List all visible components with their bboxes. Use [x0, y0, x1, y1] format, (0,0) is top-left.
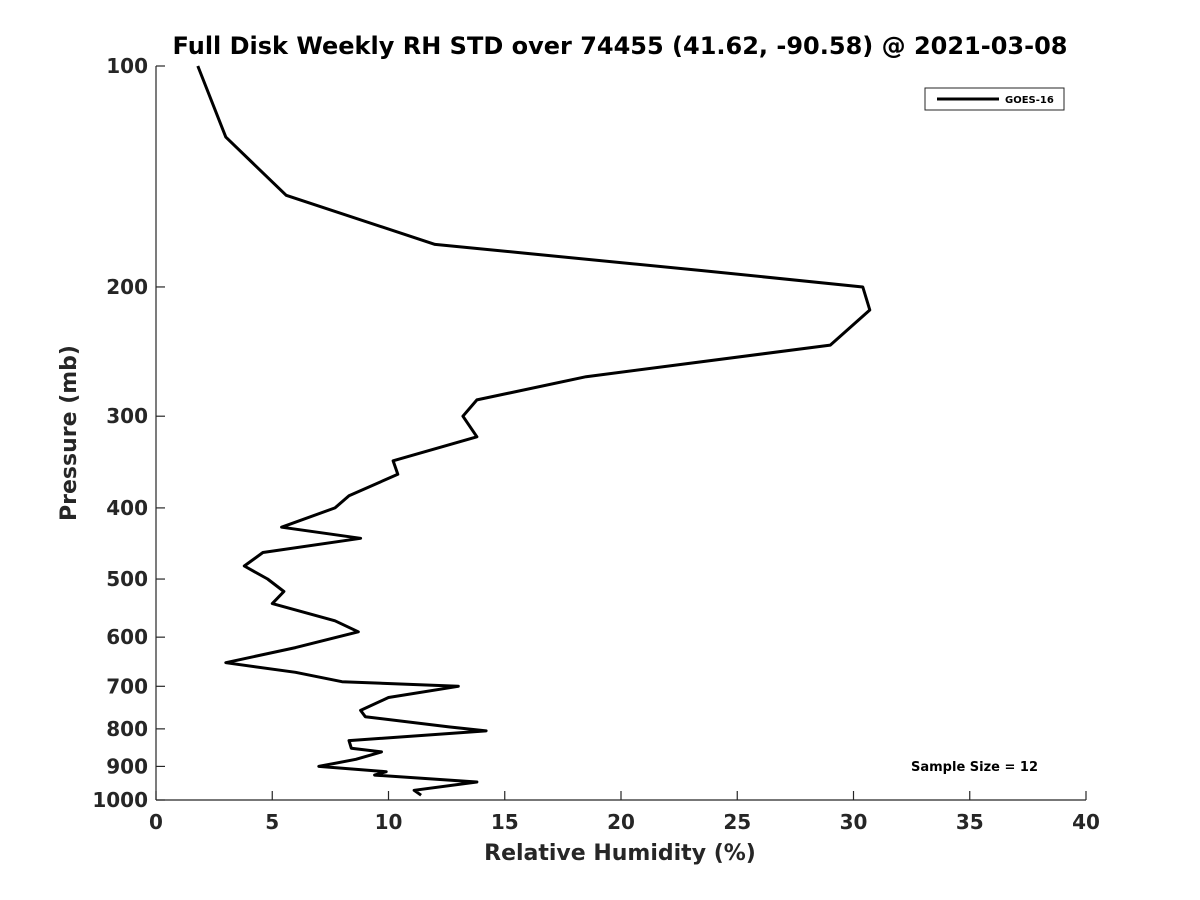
- y-tick-label: 200: [106, 275, 148, 299]
- chart-title: Full Disk Weekly RH STD over 74455 (41.6…: [173, 32, 1068, 60]
- x-axis-label: Relative Humidity (%): [484, 841, 756, 866]
- x-tick-label: 30: [840, 810, 868, 834]
- y-tick-label: 800: [106, 717, 148, 741]
- plot-area: [155, 66, 1086, 801]
- y-tick-label: 900: [106, 754, 148, 778]
- x-tick-label: 25: [723, 810, 751, 834]
- x-tick-label: 10: [375, 810, 403, 834]
- y-tick-label: 400: [106, 496, 148, 520]
- y-tick-label: 300: [106, 404, 148, 428]
- y-ticks: 100 200 300 400 500 600 700 800 900 1000: [92, 54, 165, 812]
- x-tick-label: 20: [607, 810, 635, 834]
- x-tick-label: 15: [491, 810, 519, 834]
- sample-size-annotation: Sample Size = 12: [911, 760, 1038, 775]
- y-tick-label: 100: [106, 54, 148, 78]
- y-tick-label: 1000: [92, 788, 148, 812]
- y-tick-label: 700: [106, 674, 148, 698]
- x-tick-label: 40: [1072, 810, 1100, 834]
- x-tick-label: 35: [956, 810, 984, 834]
- y-axis-label: Pressure (mb): [57, 345, 82, 521]
- y-tick-label: 500: [106, 567, 148, 591]
- legend-label-goes-16: GOES-16: [1005, 95, 1054, 106]
- series-line-goes-16: [196, 65, 872, 797]
- legend: GOES-16: [924, 87, 1065, 111]
- y-tick-label: 600: [106, 625, 148, 649]
- x-ticks: 0 5 10 15 20 25 30 35 40: [149, 791, 1100, 834]
- x-tick-label: 5: [265, 810, 279, 834]
- x-tick-label: 0: [149, 810, 163, 834]
